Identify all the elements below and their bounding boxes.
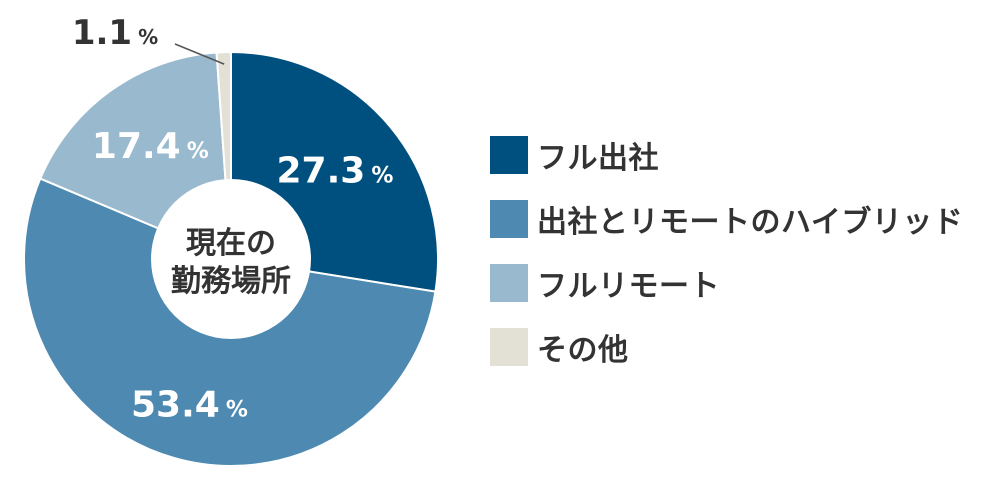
center-label-line-2: 勤務場所 bbox=[171, 264, 291, 299]
legend-swatch bbox=[490, 328, 528, 366]
legend-swatch bbox=[490, 200, 528, 238]
leader-line bbox=[174, 43, 225, 65]
legend-label: フルリモート bbox=[537, 269, 720, 304]
slice-value-labels: 27.3 % 53.4 % 17.4 % 1.1% bbox=[72, 13, 394, 425]
value-label-full-remote: 17.4% bbox=[92, 126, 209, 167]
legend-swatch bbox=[490, 264, 528, 302]
legend-item-hybrid: 出社とリモートのハイブリッド bbox=[490, 195, 990, 243]
legend-label: フル出社 bbox=[537, 141, 659, 176]
legend-item-full-office: フル出社 bbox=[490, 131, 990, 179]
value-label-full-office: 27.3% bbox=[277, 150, 394, 191]
legend-item-other: その他 bbox=[490, 323, 990, 371]
legend-label: 出社とリモートのハイブリッド bbox=[537, 205, 964, 240]
legend-item-full-remote: フルリモート bbox=[490, 259, 990, 307]
value-label-hybrid: 53.4% bbox=[131, 384, 248, 425]
legend: フル出社 出社とリモートのハイブリッド フルリモート その他 bbox=[490, 131, 990, 387]
center-label-line-1: 現在の bbox=[186, 226, 276, 261]
legend-swatch bbox=[490, 136, 528, 174]
donut-hole bbox=[151, 179, 311, 339]
legend-label: その他 bbox=[537, 333, 629, 368]
value-label-other: 1.1% bbox=[72, 13, 158, 53]
